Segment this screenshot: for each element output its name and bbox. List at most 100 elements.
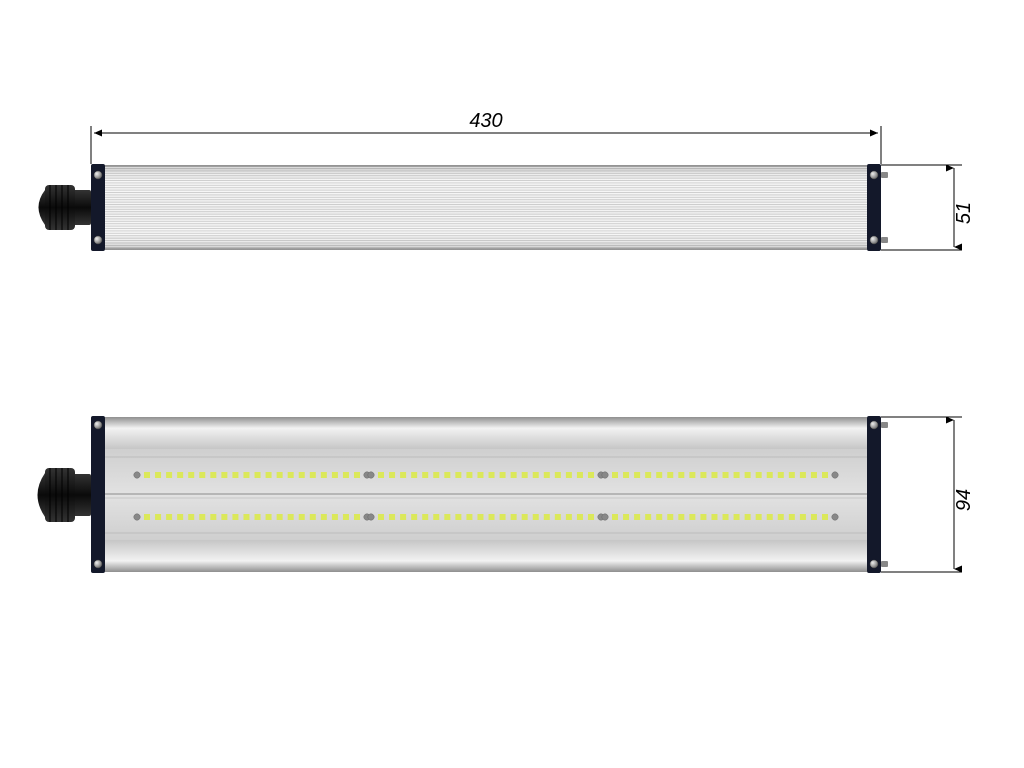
led	[678, 514, 684, 520]
screw	[94, 171, 102, 179]
screw-tip	[881, 172, 888, 178]
screw	[870, 421, 878, 429]
led	[177, 472, 183, 478]
pcb-hole	[832, 472, 838, 478]
pcb-hole	[602, 472, 608, 478]
led	[778, 514, 784, 520]
led	[500, 514, 506, 520]
led	[634, 514, 640, 520]
screw	[94, 560, 102, 568]
front-view	[38, 416, 889, 573]
led	[444, 472, 450, 478]
led	[155, 472, 161, 478]
led	[822, 472, 828, 478]
led	[767, 514, 773, 520]
led	[411, 472, 417, 478]
led	[689, 514, 695, 520]
led	[623, 514, 629, 520]
led	[221, 514, 227, 520]
led	[734, 514, 740, 520]
technical-drawing: 430 51 94	[0, 0, 1024, 768]
led	[422, 472, 428, 478]
led	[723, 514, 729, 520]
led	[299, 472, 305, 478]
led	[745, 472, 751, 478]
led	[210, 514, 216, 520]
led	[533, 472, 539, 478]
pcb-hole	[368, 514, 374, 520]
led	[767, 472, 773, 478]
led	[522, 472, 528, 478]
led	[277, 472, 283, 478]
led	[477, 472, 483, 478]
led	[745, 514, 751, 520]
led	[266, 514, 272, 520]
led	[299, 514, 305, 520]
led	[378, 514, 384, 520]
led	[522, 514, 528, 520]
led	[422, 514, 428, 520]
led	[645, 514, 651, 520]
led	[800, 472, 806, 478]
led	[678, 472, 684, 478]
led	[199, 514, 205, 520]
led	[566, 472, 572, 478]
led	[310, 472, 316, 478]
screw-tip	[881, 237, 888, 243]
screw	[870, 171, 878, 179]
pcb-hole	[134, 514, 140, 520]
led	[667, 472, 673, 478]
led	[555, 472, 561, 478]
led	[700, 472, 706, 478]
led	[789, 514, 795, 520]
led	[166, 472, 172, 478]
led	[188, 472, 194, 478]
led	[588, 472, 594, 478]
led	[433, 472, 439, 478]
led	[656, 514, 662, 520]
rail-bottom	[105, 540, 867, 572]
dim-height-front-label: 94	[953, 489, 975, 511]
led	[378, 472, 384, 478]
side-view	[39, 164, 889, 251]
led	[544, 514, 550, 520]
led	[555, 514, 561, 520]
led	[634, 472, 640, 478]
led	[389, 472, 395, 478]
led	[489, 514, 495, 520]
led	[511, 472, 517, 478]
extrusion-ridges	[105, 167, 867, 248]
led	[243, 514, 249, 520]
led	[566, 514, 572, 520]
dim-length-label: 430	[469, 110, 502, 132]
led	[199, 472, 205, 478]
led	[756, 472, 762, 478]
endcap-left-front	[91, 416, 105, 573]
led	[144, 472, 150, 478]
led	[400, 514, 406, 520]
led	[645, 472, 651, 478]
endcap-right-front	[867, 416, 881, 573]
screw-tip	[881, 561, 888, 567]
led	[210, 472, 216, 478]
led	[800, 514, 806, 520]
pcb-hole	[602, 514, 608, 520]
led	[321, 472, 327, 478]
pcb-hole	[832, 514, 838, 520]
led	[310, 514, 316, 520]
led	[288, 472, 294, 478]
led	[623, 472, 629, 478]
led	[343, 514, 349, 520]
led	[477, 514, 483, 520]
led	[332, 472, 338, 478]
led	[544, 472, 550, 478]
led	[789, 472, 795, 478]
led	[255, 514, 261, 520]
led	[533, 514, 539, 520]
cable-gland-side	[39, 185, 92, 230]
led	[612, 472, 618, 478]
led	[321, 514, 327, 520]
led	[489, 472, 495, 478]
led	[455, 514, 461, 520]
led	[455, 472, 461, 478]
